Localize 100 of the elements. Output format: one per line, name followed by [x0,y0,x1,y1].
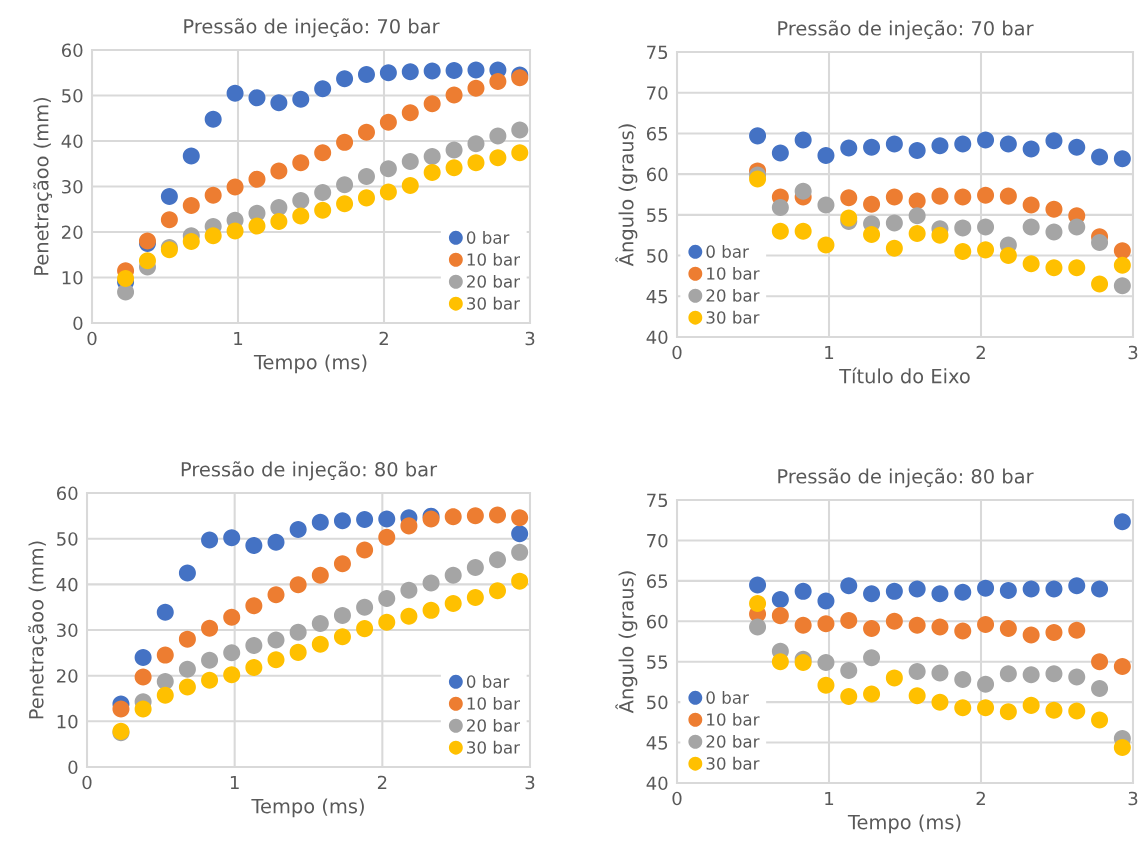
point [378,613,396,631]
point [885,582,903,600]
point [885,612,903,630]
point [270,198,288,216]
point [954,135,972,153]
point [840,611,858,629]
legend-label: 10 bar [707,266,760,280]
chart-title: Pressão de injeção: 70 bar [778,20,1034,40]
y-axis-title: Penetraçãoo (mm) [28,541,48,719]
point [223,644,241,662]
point [885,135,903,153]
point [1113,150,1131,168]
point [771,144,789,162]
point [182,197,200,215]
point [401,104,419,122]
point [999,703,1017,721]
point [511,525,529,543]
point [178,630,196,648]
y-tick-label: 30 [57,623,78,638]
point [204,186,222,204]
point [908,687,926,705]
x-axis-title: Título do Eixo [839,367,970,384]
point [289,521,307,539]
y-tick-label: 50 [62,88,83,103]
point [885,239,903,257]
point [379,183,397,201]
point [1113,738,1131,756]
point [311,513,329,531]
point [466,589,484,607]
point [511,572,529,590]
point [511,509,529,527]
y-tick-label: 70 [647,86,668,100]
point [1022,626,1040,644]
point [1091,679,1109,697]
point [977,131,995,149]
point [267,533,285,551]
point [160,188,178,206]
y-tick-label: 75 [647,45,668,60]
x-tick-label: 2 [976,345,985,360]
point [314,183,332,201]
x-tick-label: 1 [230,775,239,790]
point [201,651,219,669]
y-tick-label: 0 [68,760,78,775]
point [248,89,266,107]
point [817,615,835,633]
point [1045,259,1063,277]
point [489,551,507,569]
y-tick-label: 50 [647,695,668,710]
point [333,628,351,646]
point [444,566,462,584]
point [270,94,288,112]
x-tick-label: 3 [1128,345,1138,360]
point [138,252,156,270]
point [336,70,354,88]
point [817,146,835,164]
point [863,620,881,638]
point [178,660,196,678]
point [863,225,881,243]
point [467,135,485,153]
point [999,582,1017,600]
point [357,167,375,185]
point [182,147,200,165]
point [401,177,419,195]
y-tick-label: 10 [57,714,78,729]
point [182,233,200,251]
point [248,217,266,235]
point [292,207,310,225]
legend-label: 20 bar [706,288,760,302]
point [422,601,440,619]
y-tick-label: 60 [56,486,78,501]
y-tick-label: 70 [647,533,668,548]
y-tick-label: 10 [62,270,83,285]
point [999,135,1017,153]
point [178,678,196,696]
point [840,662,858,680]
point [201,671,219,689]
point [466,558,484,576]
point [954,242,972,261]
point [467,154,485,172]
y-tick-label: 50 [647,249,668,263]
x-tick-label: 1 [825,345,834,360]
point [1022,580,1040,598]
point [466,507,484,525]
point [863,195,881,213]
point [863,685,881,703]
legend-label: 10 bar [467,252,520,266]
point [336,176,354,194]
point [908,207,926,225]
point [401,63,419,81]
point [292,192,310,210]
point [156,686,174,704]
point [908,192,926,210]
legend-label: 0 bar [466,230,510,244]
point [817,592,835,610]
point [908,616,926,634]
y-tick-label: 40 [646,776,668,791]
y-tick-label: 65 [646,574,668,588]
point [489,72,507,90]
point [511,543,529,561]
y-tick-label: 65 [646,126,668,141]
